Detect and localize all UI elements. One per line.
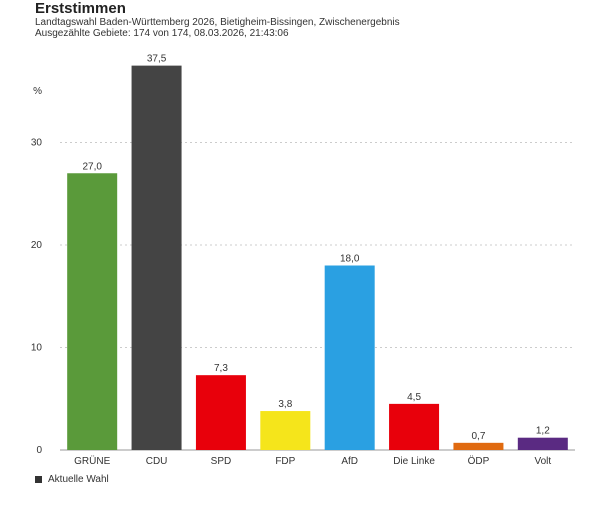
data-label: 1,2	[536, 426, 550, 437]
legend-swatch	[35, 476, 42, 483]
y-tick-label: 20	[31, 240, 43, 251]
x-tick-label: CDU	[146, 456, 168, 467]
data-label: 37,5	[147, 54, 167, 65]
legend[interactable]: Aktuelle Wahl	[35, 474, 109, 485]
bar	[517, 437, 568, 450]
x-tick-label: SPD	[211, 456, 232, 467]
data-label: 4,5	[407, 392, 421, 403]
x-tick-label: Volt	[534, 456, 551, 467]
legend-label: Aktuelle Wahl	[48, 474, 109, 485]
bar	[67, 173, 118, 450]
y-tick-label: 10	[31, 343, 43, 354]
y-axis-label: %	[33, 86, 42, 97]
x-tick-label: Die Linke	[393, 456, 435, 467]
data-label: 0,7	[471, 431, 485, 442]
x-tick-label: GRÜNE	[74, 455, 110, 467]
bar	[324, 265, 375, 450]
data-label: 27,0	[82, 161, 102, 172]
data-label: 3,8	[278, 399, 292, 410]
data-label: 18,0	[340, 254, 360, 265]
x-tick-label: FDP	[275, 456, 295, 467]
bar	[453, 442, 504, 450]
bar	[260, 411, 311, 450]
y-tick-label: 30	[31, 138, 43, 149]
chart-title: Erststimmen	[35, 0, 126, 17]
x-tick-label: AfD	[341, 456, 358, 467]
chart-status-line: Ausgezählte Gebiete: 174 von 174, 08.03.…	[35, 28, 289, 39]
bar	[389, 403, 440, 450]
data-label: 7,3	[214, 363, 228, 374]
chart-subtitle: Landtagswahl Baden-Württemberg 2026, Bie…	[35, 17, 400, 28]
x-tick-label: ÖDP	[468, 455, 490, 467]
bar	[195, 375, 246, 450]
bar	[131, 65, 182, 450]
y-tick-label: 0	[36, 445, 42, 456]
